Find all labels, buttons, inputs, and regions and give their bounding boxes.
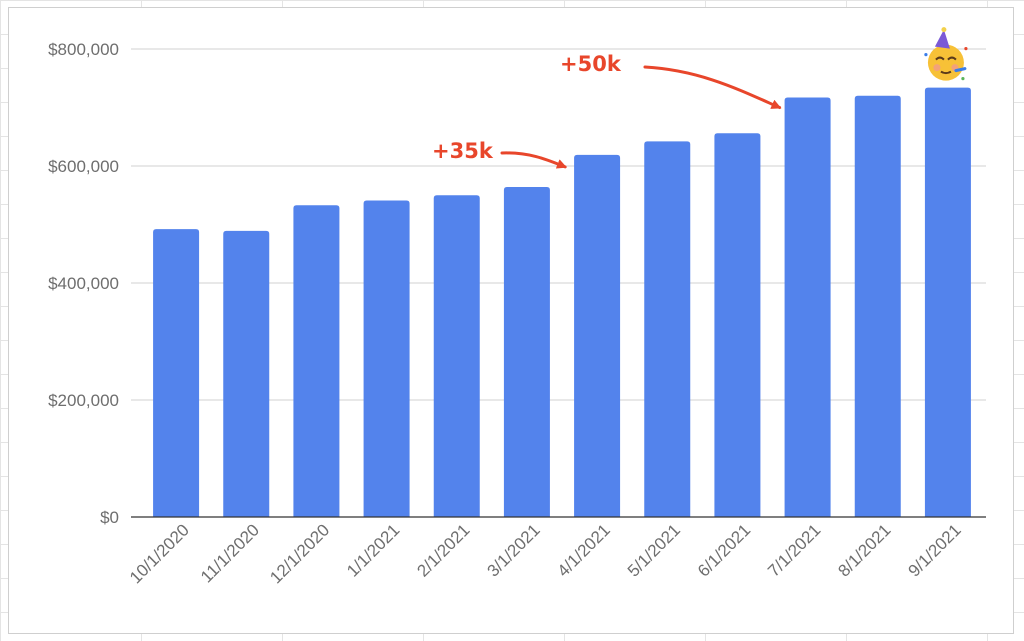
x-tick-label: 10/1/2020 bbox=[126, 520, 193, 587]
x-tick-label: 2/1/2021 bbox=[413, 520, 473, 580]
bar bbox=[363, 200, 410, 517]
annotation-plus-50k: +50k bbox=[560, 52, 622, 76]
x-tick-label: 5/1/2021 bbox=[624, 520, 684, 580]
annotation-arrow bbox=[643, 65, 782, 110]
bar bbox=[784, 97, 831, 518]
bar bbox=[714, 133, 761, 518]
bar bbox=[223, 230, 270, 517]
bar bbox=[433, 195, 480, 517]
x-tick-label: 9/1/2021 bbox=[905, 520, 965, 580]
bar bbox=[644, 141, 691, 517]
bar bbox=[924, 87, 971, 518]
y-tick-label: $800,000 bbox=[48, 40, 119, 59]
bar bbox=[153, 229, 200, 517]
x-tick-label: 4/1/2021 bbox=[554, 520, 614, 580]
y-axis-tick-labels: $0 $200,000 $400,000 $600,000 $800,000 bbox=[48, 40, 119, 527]
bar bbox=[503, 187, 550, 517]
x-tick-label: 6/1/2021 bbox=[694, 520, 754, 580]
annotation-plus-35k: +35k bbox=[432, 139, 494, 163]
x-tick-label: 8/1/2021 bbox=[834, 520, 894, 580]
y-tick-label: $600,000 bbox=[48, 157, 119, 176]
annotation-arrow bbox=[500, 151, 567, 169]
annotations: +35k +50k bbox=[432, 27, 968, 169]
x-axis-tick-labels: 10/1/2020 11/1/2020 12/1/2020 1/1/2021 2/1/2… bbox=[126, 520, 965, 587]
x-tick-label: 1/1/2021 bbox=[343, 520, 403, 580]
x-tick-label: 3/1/2021 bbox=[484, 520, 544, 580]
y-tick-label: $200,000 bbox=[48, 391, 119, 410]
x-tick-label: 7/1/2021 bbox=[764, 520, 824, 580]
x-tick-label: 12/1/2020 bbox=[266, 520, 333, 587]
bar bbox=[293, 205, 340, 517]
bars bbox=[153, 87, 971, 518]
bar bbox=[574, 154, 621, 517]
y-tick-label: $400,000 bbox=[48, 274, 119, 293]
y-tick-label: $0 bbox=[100, 508, 119, 527]
partying-face-emoji-icon bbox=[924, 27, 968, 81]
bar bbox=[854, 95, 901, 518]
x-tick-label: 11/1/2020 bbox=[197, 520, 263, 586]
